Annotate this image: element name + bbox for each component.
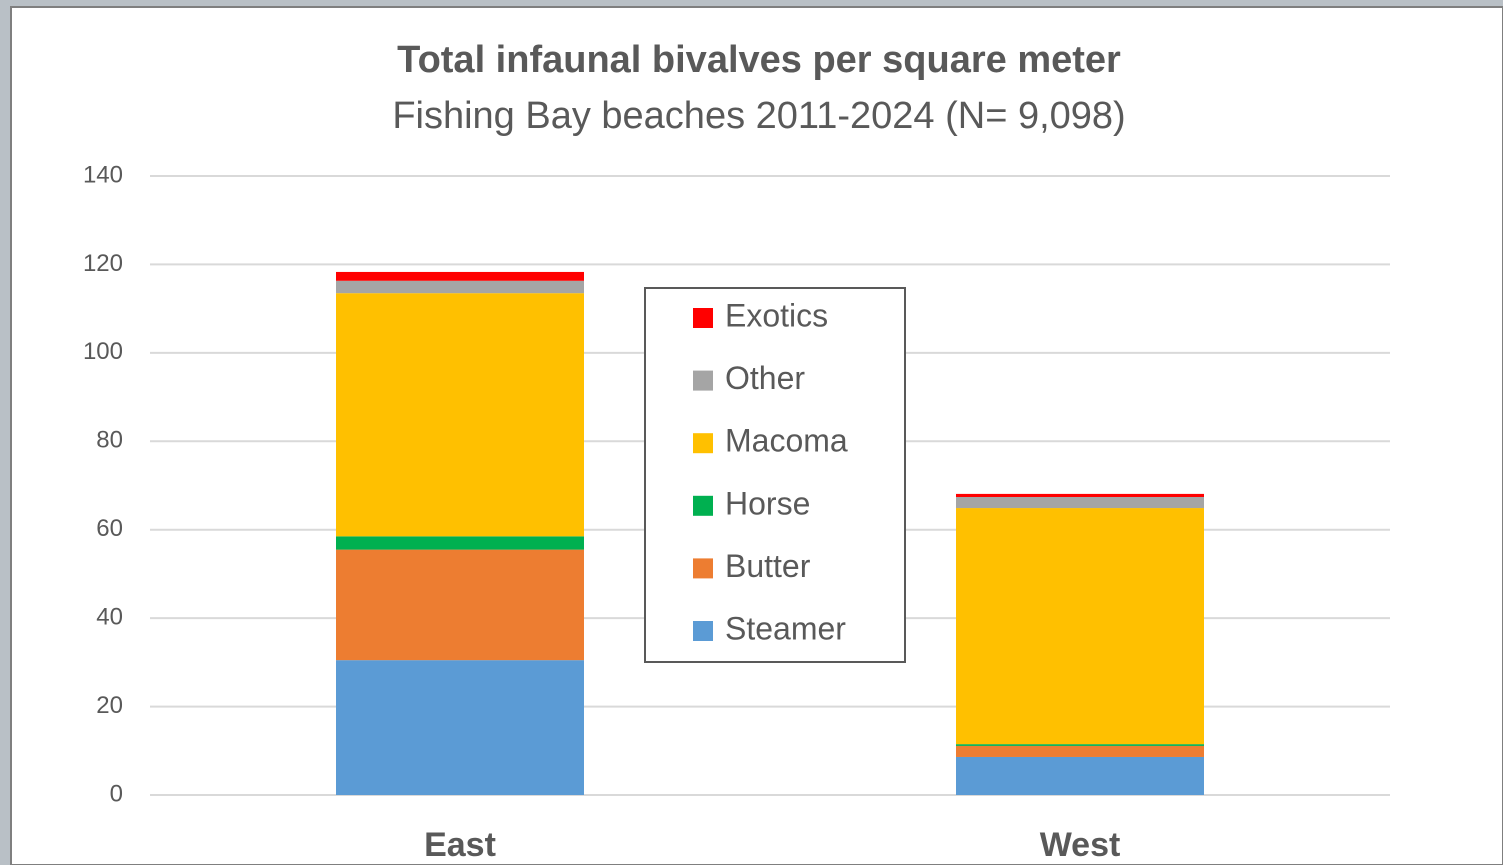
legend-swatch <box>693 433 713 454</box>
bar-segment <box>956 496 1204 509</box>
legend-label: Other <box>725 360 805 396</box>
legend-swatch <box>693 621 713 641</box>
legend-label: Butter <box>725 548 811 584</box>
y-tick-label: 80 <box>96 427 123 454</box>
bar-segment <box>336 536 584 550</box>
legend-label: Horse <box>725 485 810 521</box>
bar-segment <box>956 745 1204 757</box>
bar-segment <box>956 493 1204 497</box>
bar-segment <box>956 744 1204 746</box>
chart-title: Total infaunal bivalves per square meter <box>397 39 1121 81</box>
legend-label: Steamer <box>725 610 846 646</box>
bar-segment <box>956 756 1204 795</box>
y-tick-label: 120 <box>83 250 123 277</box>
bar-segment <box>956 508 1204 745</box>
bar-segment <box>336 549 584 661</box>
legend-swatch <box>693 370 713 391</box>
y-tick-label: 140 <box>83 161 123 188</box>
legend-swatch <box>693 495 713 516</box>
legend-swatch <box>693 558 713 579</box>
y-tick-label: 100 <box>83 338 123 365</box>
x-tick-label: East <box>424 826 496 864</box>
y-tick-label: 0 <box>110 780 123 807</box>
bar-segment <box>336 660 584 795</box>
bar-segment <box>336 280 584 294</box>
x-tick-label: West <box>1040 826 1121 864</box>
y-tick-label: 20 <box>96 692 123 719</box>
legend-swatch <box>693 308 713 328</box>
legend-box <box>644 287 906 663</box>
chart-subtitle: Fishing Bay beaches 2011-2024 (N= 9,098) <box>392 95 1125 137</box>
legend-label: Exotics <box>725 297 828 333</box>
bar-segment <box>336 271 584 281</box>
y-tick-label: 40 <box>96 603 123 630</box>
y-tick-label: 60 <box>96 515 123 542</box>
legend-label: Macoma <box>725 423 848 459</box>
bar-segment <box>336 293 584 537</box>
